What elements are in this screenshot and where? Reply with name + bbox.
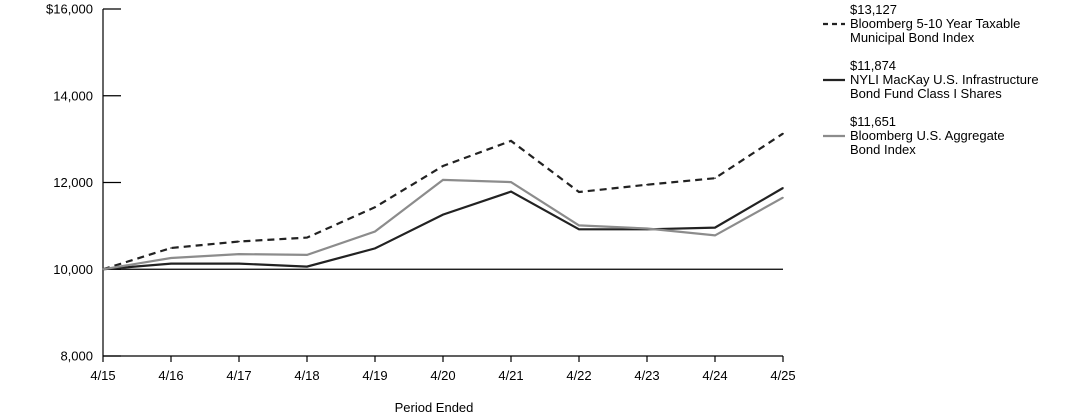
y-tick-label: $16,000 — [46, 2, 93, 17]
series-line-2 — [102, 178, 784, 271]
x-tick-label: 4/17 — [226, 368, 251, 383]
series-2-point — [646, 227, 648, 230]
series-0-point — [714, 177, 716, 179]
y-tick-label: 8,000 — [60, 349, 93, 364]
series-2-point — [714, 234, 716, 237]
series-0-point — [578, 191, 580, 193]
series-1-point — [578, 228, 580, 231]
series-0-point — [238, 240, 240, 243]
x-tick-label: 4/20 — [430, 368, 455, 383]
series-1-point — [170, 262, 172, 265]
legend-label-0: Bloomberg 5-10 Year Taxable — [850, 16, 1020, 31]
y-tick-label: 10,000 — [53, 262, 93, 277]
legend-value-1: $11,874 — [850, 58, 896, 73]
series-2-point — [170, 257, 172, 259]
axes: $16,000 14,000 12,000 10,000 8,000 4/15 4/16 4/… — [46, 2, 796, 384]
series-2-point — [374, 230, 376, 233]
x-tick-label: 4/18 — [294, 368, 319, 383]
legend-label-2: Bond Index — [850, 142, 916, 157]
x-tick-label: 4/21 — [498, 368, 523, 383]
x-tick-label: 4/24 — [702, 368, 727, 383]
series-1-point — [442, 213, 444, 216]
legend-label-1: Bond Fund Class I Shares — [850, 86, 1002, 101]
series-2-point — [782, 196, 784, 199]
series-2-point — [102, 268, 104, 271]
series-0-point — [306, 236, 308, 239]
legend-value-2: $11,651 — [850, 114, 896, 129]
x-tick-label: 4/15 — [90, 368, 115, 383]
series-0-point — [442, 165, 444, 167]
series-2-point — [442, 179, 444, 181]
series-2-point — [510, 181, 512, 183]
series-2-point — [238, 253, 240, 255]
series-1-point — [374, 247, 376, 250]
x-tick-label: 4/23 — [634, 368, 659, 383]
series-2-point — [578, 224, 580, 227]
x-tick-label: 4/22 — [566, 368, 591, 383]
series-1-point — [714, 226, 716, 229]
x-tick-label: 4/16 — [158, 368, 183, 383]
y-tick-label: 12,000 — [53, 175, 93, 190]
x-axis-title: Period Ended — [395, 400, 474, 415]
series-line-0 — [102, 132, 784, 271]
series-1-point — [782, 187, 784, 189]
x-tick-label: 4/25 — [770, 368, 795, 383]
series-0-point — [510, 140, 512, 142]
x-tick-label: 4/19 — [362, 368, 387, 383]
series-0-point — [646, 183, 648, 186]
y-tick-label: 14,000 — [53, 88, 93, 103]
series-1-point — [238, 262, 240, 265]
legend-value-0: $13,127 — [850, 2, 897, 17]
legend-label-0: Municipal Bond Index — [850, 30, 975, 45]
legend-label-2: Bloomberg U.S. Aggregate — [850, 128, 1005, 143]
series-layer — [102, 132, 784, 271]
series-0-point — [170, 247, 172, 249]
series-2-point — [306, 254, 308, 256]
series-1-point — [306, 265, 308, 268]
series-1-point — [510, 190, 512, 193]
series-0-point — [374, 206, 376, 209]
series-0-point — [782, 132, 784, 135]
legend-label-1: NYLI MacKay U.S. Infrastructure — [850, 72, 1039, 87]
